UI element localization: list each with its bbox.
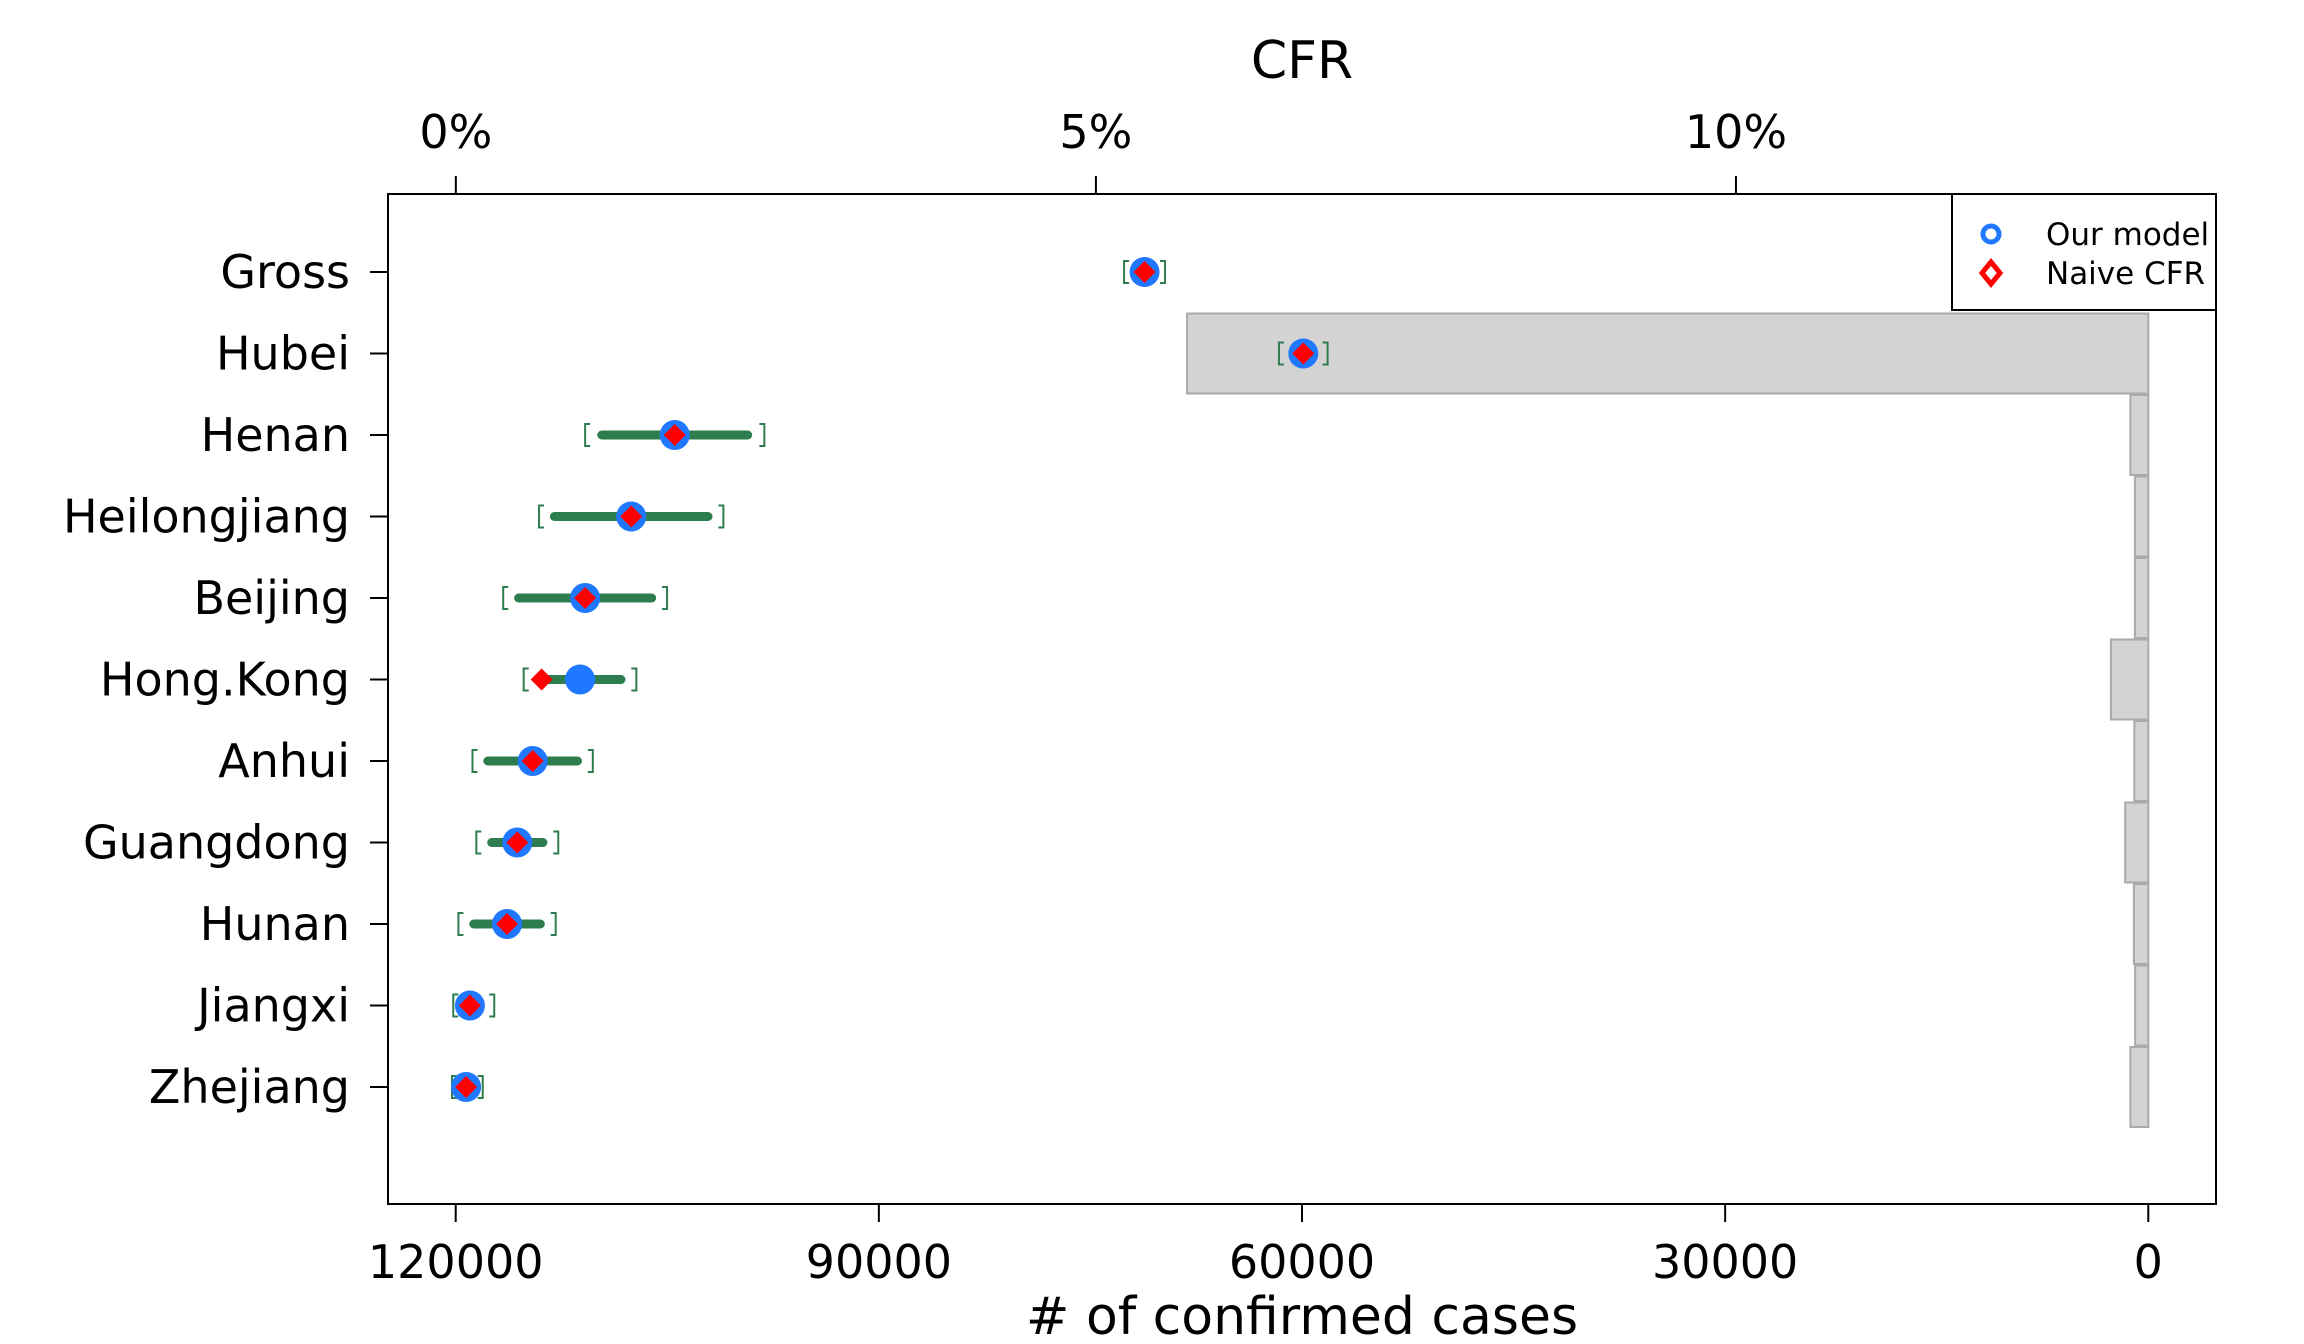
interval-bracket-high [550,912,557,936]
naive-point [1133,261,1156,283]
region-label: Anhui [218,734,350,788]
interval-bracket-high [477,1075,484,1099]
naive-point [530,668,553,691]
naive-point [521,750,544,772]
region-label: Zhejiang [149,1060,350,1114]
case-bar [2134,964,2150,1047]
model-point [565,664,596,695]
interval-bracket-high [1322,341,1329,366]
naive-point [620,505,643,528]
top-tick-label: 5% [1059,105,1132,159]
region-label: Gross [220,245,350,299]
interval-bracket-high [631,667,638,692]
bottom-tick-label: 30000 [1652,1235,1798,1289]
legend: Our model Naive CFR [1951,193,2217,311]
bottom-tick-label: 90000 [806,1235,952,1289]
legend-naive-label: Naive CFR [2046,256,2205,292]
interval-bracket-low [584,423,591,447]
bottom-axis: 120000 90000 60000 30000 0 [368,1204,2163,1289]
top-axis: 0% 5% 10% [419,105,1787,194]
case-bar [2129,1046,2150,1128]
region-label: Henan [201,408,350,462]
interval-bracket-low [471,749,478,773]
legend-box [1951,193,2217,311]
region-label: Heilongjiang [63,490,350,544]
region-label: Hong.Kong [100,653,350,707]
top-axis-title: CFR [1251,31,1353,91]
region-label: Guangdong [83,816,350,870]
region-label: Hunan [200,897,350,951]
top-tick-label: 0% [419,105,492,159]
naive-point [574,587,597,609]
case-bar [2133,720,2150,802]
bottom-tick-label: 0 [2134,1235,2163,1289]
naive-point [496,913,519,935]
cfr-points-layer [451,257,1329,1102]
bottom-axis-title: # of confirmed cases [1026,1287,1578,1344]
interval-bracket-low [538,504,545,529]
case-bar [2129,394,2150,476]
naive-point [455,1076,478,1098]
interval-bracket-low [522,667,529,692]
bottom-tick-label: 60000 [1229,1235,1375,1289]
region-label: Beijing [193,571,350,625]
interval-bracket-high [759,423,766,447]
interval-bracket-low [1123,260,1130,284]
interval-bracket-low [457,912,464,936]
interval-bracket-low [452,993,459,1018]
region-label: Jiangxi [194,979,350,1033]
case-bar [2124,801,2150,884]
interval-bracket-low [502,586,509,610]
naive-point [1292,342,1315,365]
case-bar [1186,312,2150,395]
left-axis: Gross Hubei Henan Heilongjiang Beijing Hong.K… [63,245,388,1114]
naive-point [663,424,686,446]
interval-bracket-high [587,749,594,773]
interval-bracket-low [475,830,482,855]
interval-bracket-high [553,830,560,855]
region-label: Hubei [216,327,350,381]
case-bar [2132,883,2150,965]
legend-model-marker [1980,223,2002,245]
case-bar [2133,557,2150,639]
interval-bracket-high [718,504,725,529]
interval-bracket-high [1160,260,1167,284]
interval-bracket-high [489,993,496,1018]
naive-point [506,831,529,854]
legend-naive-marker [1978,258,2004,288]
case-bar [2133,475,2150,558]
top-tick-label: 10% [1685,105,1787,159]
case-bars-layer [1186,312,2150,1128]
bottom-tick-label: 120000 [368,1235,544,1289]
interval-bracket-low [1277,341,1284,366]
legend-model-label: Our model [2046,217,2209,253]
case-bar [2109,638,2150,721]
interval-bracket-high [662,586,669,610]
naive-point [458,994,481,1017]
